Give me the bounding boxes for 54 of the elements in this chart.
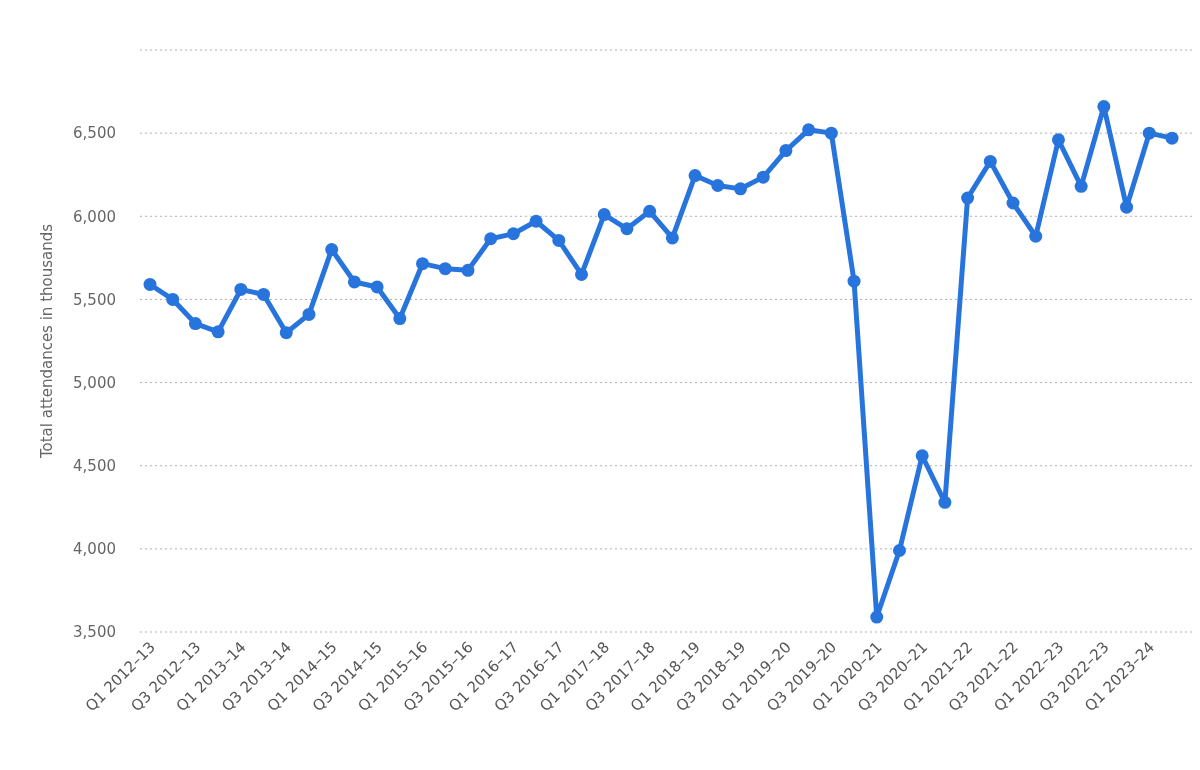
point <box>484 232 498 246</box>
point <box>1051 133 1065 147</box>
point <box>938 495 952 509</box>
point <box>234 282 248 296</box>
point <box>1165 131 1179 145</box>
point <box>597 208 611 222</box>
point <box>983 154 997 168</box>
point <box>166 292 180 306</box>
y-tick-label: 4,000 <box>73 540 116 559</box>
point <box>325 243 339 257</box>
point <box>643 204 657 218</box>
point <box>756 170 770 184</box>
point <box>416 257 430 271</box>
point <box>529 214 543 228</box>
point <box>620 222 634 236</box>
point <box>870 610 884 624</box>
point <box>461 263 475 277</box>
point <box>347 275 361 289</box>
point <box>279 326 293 340</box>
y-tick-label: 5,500 <box>73 290 116 309</box>
y-tick-label: 3,500 <box>73 623 116 642</box>
y-tick-label: 6,500 <box>73 124 116 143</box>
point <box>779 144 793 158</box>
y-tick-label: 6,000 <box>73 207 116 226</box>
point <box>802 123 816 137</box>
point <box>143 277 157 291</box>
point <box>506 227 520 241</box>
point <box>257 287 271 301</box>
point <box>688 169 702 183</box>
point <box>211 325 225 339</box>
point <box>370 280 384 294</box>
point <box>575 267 589 281</box>
point <box>847 274 861 288</box>
point <box>665 231 679 245</box>
point <box>1142 126 1156 140</box>
point <box>552 233 566 247</box>
point <box>733 182 747 196</box>
y-axis-title: Total attendances in thousands <box>38 223 56 460</box>
point <box>188 317 202 331</box>
point <box>1074 179 1088 193</box>
point <box>1006 196 1020 210</box>
point <box>302 307 316 321</box>
point <box>1029 229 1043 243</box>
point <box>824 126 838 140</box>
point <box>711 179 725 193</box>
point <box>892 544 906 558</box>
point <box>1097 100 1111 114</box>
point <box>1120 200 1134 214</box>
point <box>915 449 929 463</box>
y-tick-label: 5,000 <box>73 373 116 392</box>
point <box>961 191 975 205</box>
point <box>393 312 407 326</box>
point <box>438 262 452 276</box>
y-tick-label: 4,500 <box>73 456 116 475</box>
